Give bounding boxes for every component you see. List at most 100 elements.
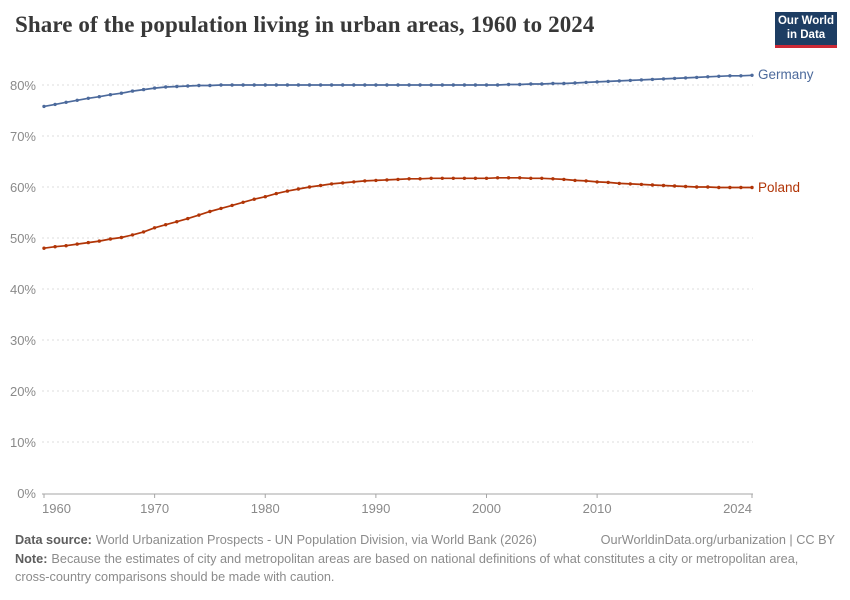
data-point: [341, 181, 345, 185]
data-point: [518, 176, 522, 180]
owid-logo-line1: Our World: [777, 15, 834, 27]
owid-url-link[interactable]: OurWorldinData.org/urbanization | CC BY: [600, 533, 835, 547]
data-point: [562, 81, 566, 86]
data-point: [274, 191, 278, 196]
data-point: [573, 178, 577, 183]
data-point: [318, 83, 323, 87]
data-point: [418, 177, 422, 181]
page-title: Share of the population living in urban …: [15, 12, 595, 37]
data-point: [717, 74, 721, 79]
data-point: [529, 176, 533, 180]
data-point: [440, 176, 444, 180]
data-source-text: World Urbanization Prospects - UN Popula…: [95, 533, 537, 547]
data-point: [285, 189, 290, 193]
data-point: [296, 187, 301, 191]
data-point: [628, 78, 632, 83]
data-point: [97, 239, 102, 243]
data-point: [241, 83, 245, 87]
data-point: [484, 83, 489, 87]
data-point: [518, 82, 522, 87]
data-point: [97, 95, 102, 99]
note-label: Note:: [15, 552, 48, 566]
data-point: [108, 93, 113, 97]
footer-note: Note: Because the estimates of city and m…: [15, 550, 835, 586]
data-point: [728, 185, 732, 190]
data-point: [141, 87, 146, 92]
data-point: [307, 185, 312, 189]
data-point: [473, 83, 478, 87]
data-point: [562, 177, 566, 182]
data-point: [396, 177, 400, 182]
data-point: [551, 81, 555, 86]
data-point: [639, 182, 644, 187]
data-point: [672, 76, 677, 81]
data-point: [197, 83, 201, 88]
data-point: [407, 83, 411, 87]
data-point: [241, 200, 245, 204]
data-point: [551, 177, 555, 181]
data-point: [86, 240, 91, 245]
data-point: [363, 83, 367, 87]
data-point: [683, 184, 688, 189]
data-point: [385, 83, 389, 87]
data-point: [750, 73, 754, 78]
data-point: [396, 83, 400, 87]
data-point: [263, 195, 267, 199]
data-point: [208, 209, 212, 214]
data-point: [329, 182, 334, 186]
data-point: [108, 237, 113, 241]
data-point: [650, 77, 655, 82]
data-point: [75, 98, 79, 103]
data-point: [661, 77, 666, 81]
data-point: [164, 223, 168, 227]
data-point: [296, 83, 301, 87]
data-point: [495, 83, 500, 87]
data-point: [53, 102, 57, 107]
data-point: [307, 83, 312, 87]
data-point: [451, 83, 455, 87]
data-point: [617, 79, 621, 83]
data-point: [186, 84, 190, 88]
data-point: [695, 75, 699, 80]
data-point: [750, 185, 754, 190]
data-point: [429, 83, 433, 87]
data-point: [628, 182, 632, 186]
data-point: [42, 246, 46, 250]
data-point: [285, 83, 290, 87]
data-point: [672, 184, 677, 188]
data-point: [440, 83, 444, 87]
data-point: [230, 83, 234, 87]
data-point: [739, 185, 743, 190]
data-point: [617, 181, 621, 186]
data-point: [661, 183, 666, 188]
data-point: [86, 96, 91, 101]
data-point: [42, 104, 46, 109]
data-point: [695, 185, 699, 189]
data-point: [352, 180, 356, 184]
data-point: [451, 176, 455, 180]
data-point: [595, 180, 599, 184]
footer-source-row: Data source: World Urbanization Prospects…: [15, 531, 835, 549]
data-point: [119, 91, 124, 95]
data-point: [529, 82, 533, 86]
data-point: [64, 244, 68, 248]
data-point: [495, 176, 500, 180]
data-point: [650, 183, 655, 187]
data-point: [352, 83, 356, 87]
data-point: [329, 83, 334, 87]
data-point: [374, 83, 378, 87]
owid-logo[interactable]: Our World in Data: [775, 12, 837, 48]
data-point: [186, 216, 190, 221]
data-point: [728, 74, 732, 78]
data-source: Data source: World Urbanization Prospects…: [15, 531, 537, 549]
data-point: [318, 183, 323, 188]
data-point: [252, 197, 256, 201]
data-point: [473, 176, 478, 180]
data-point: [208, 83, 212, 88]
data-point: [274, 83, 278, 87]
data-point: [197, 213, 201, 217]
data-point: [152, 86, 157, 90]
data-point: [141, 230, 146, 234]
data-point: [252, 83, 256, 87]
